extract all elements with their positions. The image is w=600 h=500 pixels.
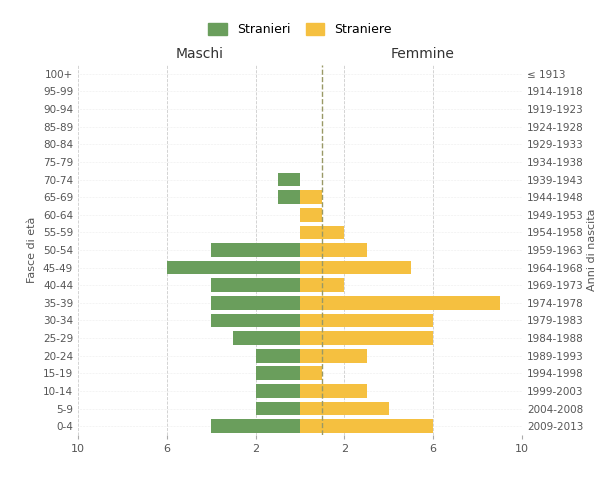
Bar — [256, 349, 300, 362]
Bar — [278, 190, 300, 204]
Bar — [300, 349, 367, 362]
Legend: Stranieri, Straniere: Stranieri, Straniere — [205, 20, 395, 40]
Text: Femmine: Femmine — [390, 48, 454, 62]
Bar — [211, 420, 300, 433]
Bar — [300, 384, 367, 398]
Bar — [300, 208, 322, 222]
Bar — [211, 296, 300, 310]
Y-axis label: Anni di nascita: Anni di nascita — [587, 209, 597, 291]
Bar — [167, 260, 300, 274]
Bar — [300, 278, 344, 292]
Bar — [300, 260, 411, 274]
Bar — [300, 331, 433, 345]
Bar — [256, 366, 300, 380]
Bar — [211, 243, 300, 257]
Bar — [278, 172, 300, 186]
Bar — [300, 366, 322, 380]
Bar — [300, 296, 500, 310]
Bar — [300, 226, 344, 239]
Y-axis label: Fasce di età: Fasce di età — [28, 217, 37, 283]
Bar — [300, 243, 367, 257]
Bar — [256, 402, 300, 415]
Bar — [256, 384, 300, 398]
Bar — [300, 402, 389, 415]
Text: Maschi: Maschi — [176, 48, 224, 62]
Bar — [211, 278, 300, 292]
Bar — [211, 314, 300, 328]
Bar — [300, 314, 433, 328]
Bar — [300, 420, 433, 433]
Bar — [300, 190, 322, 204]
Bar — [233, 331, 300, 345]
